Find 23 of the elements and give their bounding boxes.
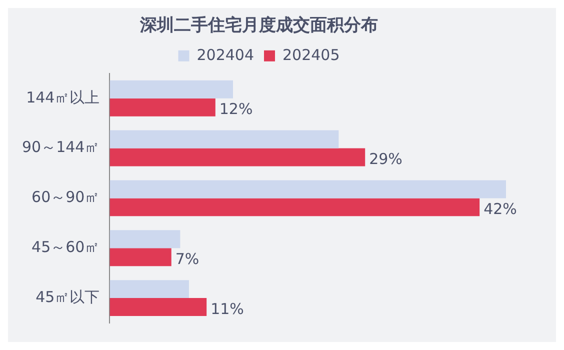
bar: [110, 180, 506, 198]
y-tick-label: 90～144㎡: [22, 138, 100, 156]
bar: [110, 280, 189, 298]
data-label: 29%: [369, 150, 402, 168]
bar: [110, 298, 207, 316]
data-label: 11%: [210, 300, 244, 318]
data-label: 7%: [175, 250, 200, 268]
y-tick-label: 45㎡以下: [36, 288, 100, 306]
y-tick-label: 60～90㎡: [32, 188, 100, 206]
bar: [110, 230, 180, 248]
bar: [110, 198, 480, 216]
legend-label: 202405: [282, 46, 340, 64]
y-tick-label: 45～60㎡: [32, 238, 100, 256]
bar: [110, 130, 339, 148]
y-tick-label: 144㎡以上: [26, 88, 100, 106]
data-label: 42%: [484, 200, 517, 218]
chart-title: 深圳二手住宅月度成交面积分布: [139, 16, 378, 36]
legend-label: 202404: [196, 46, 254, 64]
bar: [110, 80, 234, 98]
bar: [110, 248, 172, 266]
bar: [110, 98, 216, 116]
data-label: 12%: [219, 100, 253, 118]
bar: [110, 148, 366, 166]
